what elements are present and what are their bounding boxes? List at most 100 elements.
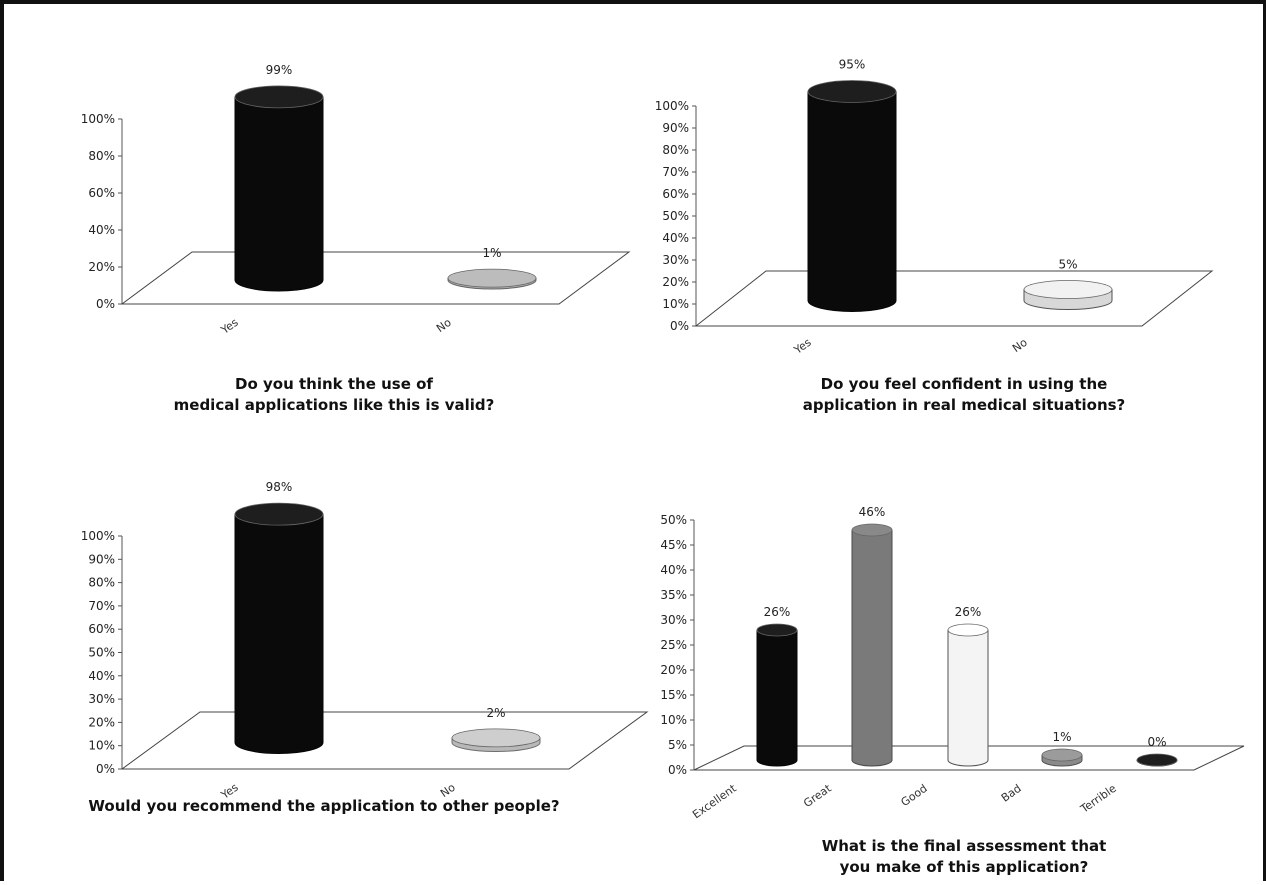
- y-tick-label: 40%: [88, 669, 115, 683]
- bar-body: [947, 629, 989, 767]
- bar-body: [234, 96, 324, 292]
- y-tick-label: 0%: [96, 297, 115, 311]
- bar-yes: [234, 502, 324, 754]
- chart-panel-3: 0% 10% 20% 30% 40% 50% 60% 70% 80% 90% 100% 98% Yes 2…: [4, 444, 649, 885]
- data-label: 26%: [764, 605, 791, 619]
- y-tick-label: 100%: [655, 99, 689, 113]
- data-label: 1%: [1052, 730, 1071, 744]
- floor-plane: [694, 270, 1214, 327]
- y-tick-label: 10%: [662, 297, 689, 311]
- bar-top: [851, 523, 893, 537]
- y-tick-label: 60%: [88, 186, 115, 200]
- y-tick-label: 45%: [660, 538, 687, 552]
- caption-line: you make of this application?: [839, 858, 1089, 876]
- y-tick-label: 90%: [662, 121, 689, 135]
- data-label: 46%: [859, 505, 886, 519]
- bar-body: [807, 91, 897, 312]
- bar-no: [447, 268, 537, 290]
- chart-4-caption: What is the final assessment that you ma…: [754, 836, 1174, 878]
- bar-top: [234, 502, 324, 526]
- bar-excellent: [756, 623, 798, 767]
- data-label: 26%: [955, 605, 982, 619]
- y-tick-label: 20%: [88, 260, 115, 274]
- chart-4-plot: 0% 5% 10% 15% 20% 25% 30% 35% 40% 45% 50% 26% Excell…: [660, 505, 1245, 821]
- caption-line: Would you recommend the application to o…: [88, 797, 560, 815]
- chart-3-plot: 0%10%20%30%40%50%60%70%80%90%100%98%Yes2…: [81, 480, 649, 802]
- chart-panel-2: 0% 10% 20% 30% 40% 50% 60% 70% 80% 90% 100% 95% Yes 5…: [634, 4, 1264, 444]
- bar-body: [756, 629, 798, 767]
- category-label: Terrible: [1077, 782, 1119, 816]
- bar-top: [1041, 748, 1083, 762]
- y-tick-label: 35%: [660, 588, 687, 602]
- chart-4: 0% 5% 10% 15% 20% 25% 30% 35% 40% 45% 50% 26% Excell…: [660, 505, 1245, 821]
- y-tick-label: 20%: [88, 715, 115, 729]
- data-label: 98%: [266, 480, 293, 494]
- chart-1-plot: 0% 20% 40% 60% 80% 100% 99% Yes 1% No: [81, 63, 631, 337]
- chart-3-caption: Would you recommend the application to o…: [44, 796, 604, 817]
- y-tick-label: 25%: [660, 638, 687, 652]
- category-label: Great: [801, 781, 834, 810]
- y-tick-label: 60%: [662, 187, 689, 201]
- chart-2: 0% 10% 20% 30% 40% 50% 60% 70% 80% 90% 100% 95% Yes 5…: [655, 58, 1214, 358]
- category-label: Bad: [999, 782, 1024, 805]
- y-tick-label: 80%: [88, 149, 115, 163]
- floor-plane: [120, 711, 649, 770]
- category-label: No: [1010, 336, 1030, 355]
- y-tick-label: 70%: [662, 165, 689, 179]
- y-tick-label: 20%: [660, 663, 687, 677]
- y-tick-label: 50%: [88, 646, 115, 660]
- y-tick-label: 100%: [81, 529, 115, 543]
- bar-top: [756, 623, 798, 637]
- y-tick-label: 0%: [670, 319, 689, 333]
- y-tick-label: 30%: [88, 692, 115, 706]
- caption-line: application in real medical situations?: [802, 396, 1126, 414]
- chart-3: 0%10%20%30%40%50%60%70%80%90%100%98%Yes2…: [81, 480, 649, 802]
- data-label: 0%: [1147, 735, 1166, 749]
- data-label: 95%: [839, 58, 866, 72]
- chart-panel-1: 0% 20% 40% 60% 80% 100% 99% Yes 1% No Do you thin…: [4, 4, 634, 444]
- data-label: 1%: [482, 246, 501, 260]
- y-tick-label: 70%: [88, 599, 115, 613]
- bar-top: [234, 85, 324, 109]
- y-tick-label: 80%: [88, 576, 115, 590]
- y-tick-label: 40%: [660, 563, 687, 577]
- bar-top: [1136, 753, 1178, 767]
- y-tick-label: 80%: [662, 143, 689, 157]
- chart-1: 0% 20% 40% 60% 80% 100% 99% Yes 1% No: [81, 63, 631, 337]
- y-tick-label: 0%: [668, 763, 687, 777]
- y-tick-label: 10%: [660, 713, 687, 727]
- data-label: 99%: [266, 63, 293, 77]
- y-tick-label: 0%: [96, 762, 115, 776]
- y-tick-label: 15%: [660, 688, 687, 702]
- category-label: No: [434, 316, 454, 335]
- floor-plane: [120, 251, 631, 305]
- bar-yes: [807, 80, 897, 312]
- bar-no: [451, 728, 541, 752]
- y-tick-label: 20%: [662, 275, 689, 289]
- y-tick-label: 50%: [660, 513, 687, 527]
- y-tick-label: 40%: [88, 223, 115, 237]
- data-label: 5%: [1058, 258, 1077, 272]
- y-tick-label: 50%: [662, 209, 689, 223]
- chart-2-caption: Do you feel confident in using the appli…: [744, 374, 1184, 416]
- category-label: Yes: [791, 336, 814, 358]
- bar-top: [447, 268, 537, 288]
- chart-1-caption: Do you think the use of medical applicat…: [124, 374, 544, 416]
- bar-top: [1023, 280, 1113, 299]
- bar-top: [451, 728, 541, 748]
- y-tick-label: 5%: [668, 738, 687, 752]
- y-tick-label: 30%: [660, 613, 687, 627]
- y-tick-label: 100%: [81, 112, 115, 126]
- category-label: Good: [899, 782, 930, 809]
- chart-panel-4: 0% 5% 10% 15% 20% 25% 30% 35% 40% 45% 50% 26% Excell…: [634, 444, 1264, 885]
- y-tick-label: 60%: [88, 622, 115, 636]
- floor-plane: [693, 745, 1245, 771]
- bar-body: [234, 513, 324, 754]
- caption-line: Do you think the use of: [235, 375, 433, 393]
- y-tick-label: 40%: [662, 231, 689, 245]
- bar-yes: [234, 85, 324, 292]
- bar-terrible: [1136, 753, 1178, 767]
- y-tick-label: 10%: [88, 739, 115, 753]
- bar-top: [807, 80, 897, 103]
